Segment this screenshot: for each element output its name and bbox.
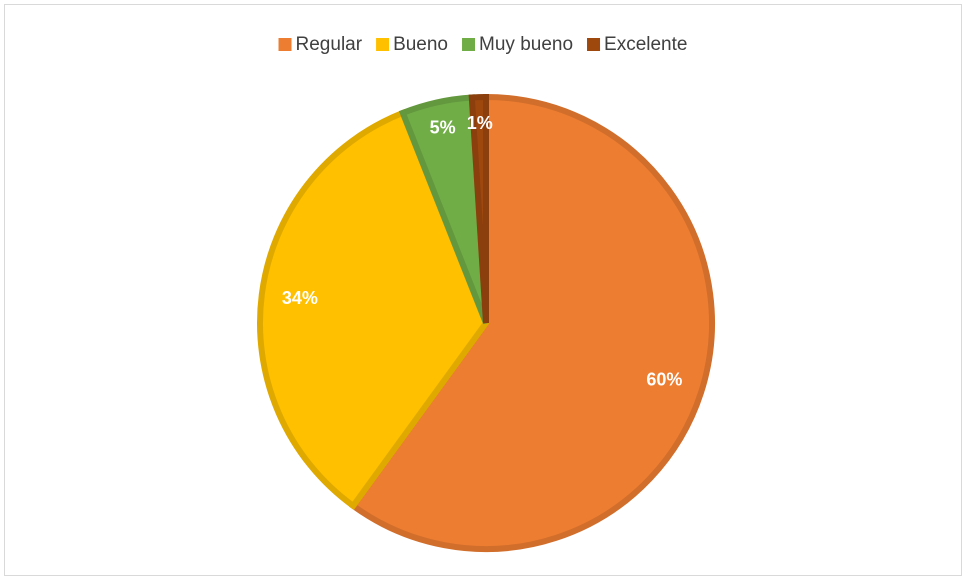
legend-swatch: [462, 38, 476, 51]
data-label: 34%: [282, 288, 318, 308]
legend-label: Excelente: [604, 34, 687, 55]
pie-slice: [257, 108, 490, 511]
data-labels: 60% 34% 5% 1%: [282, 113, 683, 390]
pie-slice: [348, 93, 715, 552]
legend-label: Muy bueno: [479, 34, 573, 55]
legend: Regular Bueno Muy bueno Excelente: [278, 34, 687, 55]
data-label: 1%: [467, 113, 493, 133]
data-label: 5%: [430, 118, 456, 138]
legend-label: Regular: [296, 34, 363, 55]
pie-slice: [468, 93, 489, 324]
legend-swatch: [587, 38, 601, 51]
slices: [257, 93, 715, 552]
data-label: 60%: [646, 370, 682, 390]
legend-swatch: [376, 38, 390, 51]
legend-swatch: [278, 38, 292, 51]
legend-label: Bueno: [393, 34, 448, 55]
